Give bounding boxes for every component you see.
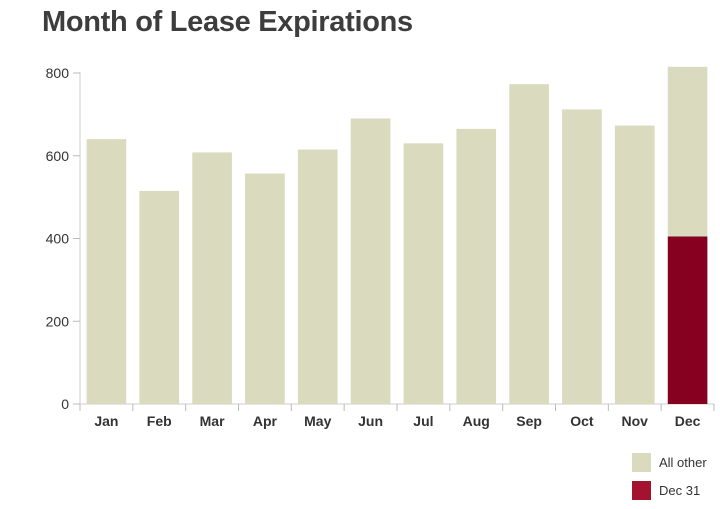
bar-dec-all-other bbox=[667, 66, 708, 237]
legend: All other Dec 31 bbox=[632, 452, 707, 508]
bar-jun-all-other bbox=[350, 118, 391, 404]
y-tick-label: 400 bbox=[46, 231, 70, 247]
y-tick-label: 600 bbox=[46, 148, 70, 164]
y-tick-label: 0 bbox=[61, 396, 69, 412]
bar-mar-all-other bbox=[192, 152, 232, 404]
x-tick-label: Mar bbox=[200, 413, 225, 429]
bar-nov-all-other bbox=[614, 125, 655, 404]
legend-swatch-all-other bbox=[632, 452, 651, 472]
x-tick-label: Jan bbox=[94, 413, 118, 429]
x-tick-label: Aug bbox=[463, 413, 490, 429]
x-tick-label: Sep bbox=[516, 413, 542, 429]
bar-aug-all-other bbox=[456, 128, 497, 404]
bar-feb-all-other bbox=[139, 190, 180, 404]
x-tick-label: Jun bbox=[358, 413, 383, 429]
x-tick-label: May bbox=[304, 413, 331, 429]
legend-label-dec-31: Dec 31 bbox=[659, 482, 701, 498]
legend-item-all-other: All other bbox=[632, 452, 707, 472]
y-tick-label: 200 bbox=[46, 313, 70, 329]
x-tick-label: Nov bbox=[622, 413, 649, 429]
bar-apr-all-other bbox=[245, 173, 285, 404]
legend-label-all-other: All other bbox=[659, 454, 707, 470]
legend-swatch-dec-31 bbox=[632, 480, 651, 500]
bar-dec-dec-31 bbox=[667, 236, 708, 404]
legend-item-dec-31: Dec 31 bbox=[632, 480, 707, 500]
y-tick-label: 800 bbox=[46, 65, 70, 81]
bar-jan-all-other bbox=[86, 139, 127, 404]
bar-may-all-other bbox=[297, 149, 338, 404]
x-tick-label: Jul bbox=[413, 413, 433, 429]
x-tick-label: Feb bbox=[147, 413, 172, 429]
bar-sep-all-other bbox=[509, 84, 549, 404]
x-tick-label: Oct bbox=[570, 413, 594, 429]
chart-title: Month of Lease Expirations bbox=[42, 6, 413, 38]
bar-jul-all-other bbox=[403, 143, 444, 404]
bar-oct-all-other bbox=[562, 109, 602, 404]
x-tick-label: Dec bbox=[675, 413, 701, 429]
x-tick-label: Apr bbox=[253, 413, 278, 429]
